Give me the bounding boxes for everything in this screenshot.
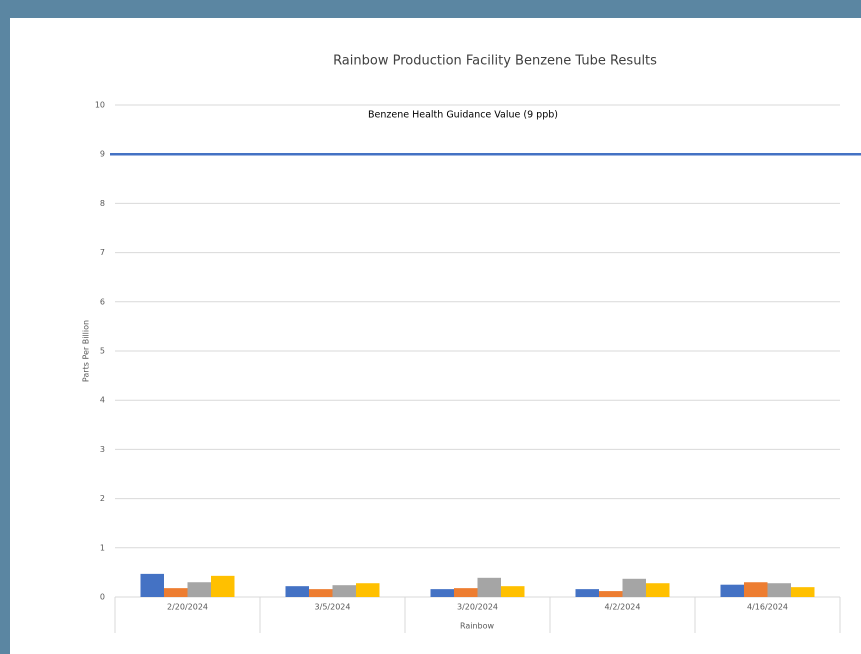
bar [285,586,309,597]
y-tick-label: 5 [100,347,105,356]
reference-label: Benzene Health Guidance Value (9 ppb) [368,110,558,121]
x-axis-label: Rainbow [460,622,495,631]
bar [599,591,623,597]
bar [767,583,791,597]
y-tick-label: 3 [100,445,105,454]
y-tick-label: 4 [100,396,105,405]
bar [744,582,768,597]
bar [356,583,380,597]
bar [430,589,454,597]
bar [454,588,478,597]
x-tick-label: 3/5/2024 [315,603,351,612]
x-tick-label: 3/20/2024 [457,603,498,612]
y-tick-label: 10 [95,101,105,110]
bar [164,588,188,597]
bar [211,575,235,597]
y-tick-label: 6 [100,297,105,306]
bar [646,583,670,597]
bar [477,577,501,597]
bar [501,586,525,597]
x-tick-label: 4/2/2024 [605,603,641,612]
bar [575,589,599,597]
bar [622,578,646,597]
bar [720,584,744,597]
y-tick-label: 0 [100,593,105,602]
bar [140,573,164,597]
y-tick-label: 9 [100,150,105,159]
y-tick-label: 7 [100,248,105,257]
y-tick-label: 8 [100,199,105,208]
chart-title: Rainbow Production Facility Benzene Tube… [333,54,657,69]
bar [187,582,211,597]
y-axis-label: Parts Per Billion [82,320,91,382]
y-tick-label: 2 [100,494,105,503]
x-tick-label: 4/16/2024 [747,603,788,612]
bar [332,585,356,597]
x-tick-label: 2/20/2024 [167,603,208,612]
bar [309,589,333,597]
y-tick-label: 1 [100,543,105,552]
bar [791,587,815,597]
